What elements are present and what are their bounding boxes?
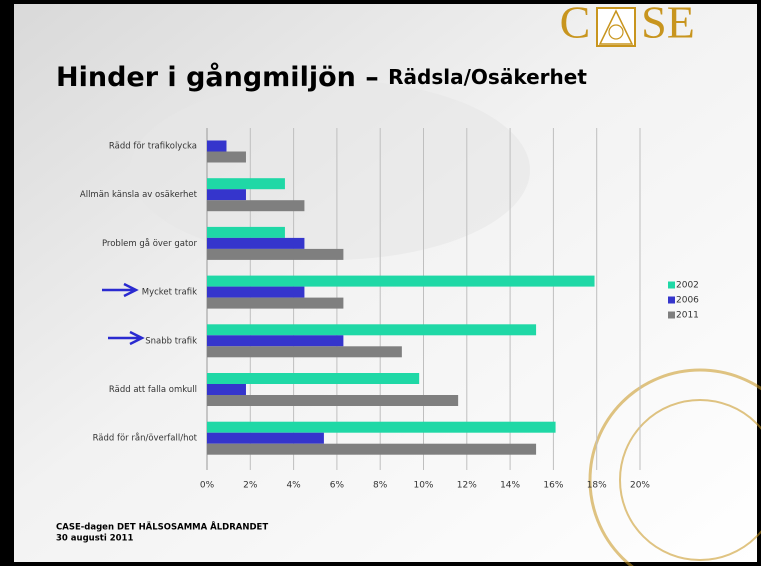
legend-label: 2011 (676, 311, 699, 321)
footer-line: 30 augusti 2011 (56, 534, 133, 544)
bar (207, 275, 595, 287)
x-tick-label: 12% (457, 481, 477, 491)
bar (207, 297, 344, 309)
legend-label: 2002 (676, 281, 699, 291)
bar (207, 384, 246, 395)
y-tick-label: Rädd för rån/överfall/hot (93, 433, 198, 444)
bar (207, 189, 246, 201)
legend-label: 2006 (676, 296, 699, 306)
footer-line: CASE-dagen DET HÄLSOSAMMA ÅLDRANDET (56, 522, 268, 533)
x-tick-label: 2% (243, 481, 258, 491)
y-tick-label: Mycket trafik (142, 288, 197, 298)
bar (207, 140, 227, 152)
logo-se: SE (641, 0, 695, 48)
legend-swatch (668, 311, 675, 319)
arrow (102, 282, 139, 298)
x-tick-label: 0% (200, 481, 215, 491)
logo-c: C (560, 0, 591, 48)
x-tick-label: 6% (330, 481, 345, 491)
bar (207, 151, 246, 163)
bar (207, 335, 344, 347)
bar (207, 178, 285, 190)
bar (207, 324, 537, 336)
y-tick-label: Rädd att falla omkull (109, 385, 197, 395)
x-tick-label: 8% (373, 481, 388, 491)
bar (207, 200, 305, 212)
bar (207, 443, 537, 455)
y-tick-label: Allmän känsla av osäkerhet (80, 190, 198, 200)
bar (207, 346, 402, 358)
x-tick-label: 16% (543, 481, 563, 491)
seal (588, 368, 761, 566)
x-tick-label: 20% (630, 481, 650, 491)
x-tick-label: 4% (286, 481, 301, 491)
bar (207, 237, 305, 249)
legend-swatch (668, 296, 675, 304)
y-tick-label: Snabb trafik (145, 336, 197, 346)
x-tick-label: 14% (500, 481, 520, 491)
slide-title: Hinder i gångmiljön – Rädsla/Osäkerhet (56, 61, 587, 93)
bar (207, 432, 324, 444)
title-main: Hinder i gångmiljön – (56, 61, 388, 93)
x-tick-label: 10% (413, 481, 433, 491)
bar (207, 395, 459, 406)
title-sub: Rädsla/Osäkerhet (388, 65, 587, 89)
arrow (108, 330, 145, 346)
logo-circle (608, 24, 624, 40)
bar (207, 286, 305, 298)
bar (207, 248, 344, 260)
bar (207, 373, 420, 384)
bar (207, 421, 556, 433)
logo-triangle (598, 9, 634, 45)
x-tick-label: 18% (587, 481, 607, 491)
logo-box (596, 7, 636, 47)
y-tick-label: Rädd för trafikolycka (109, 142, 197, 152)
y-tick-label: Problem gå över gator (102, 238, 198, 249)
bar (207, 226, 285, 238)
legend-swatch (668, 281, 675, 289)
photo-shade (130, 80, 530, 260)
